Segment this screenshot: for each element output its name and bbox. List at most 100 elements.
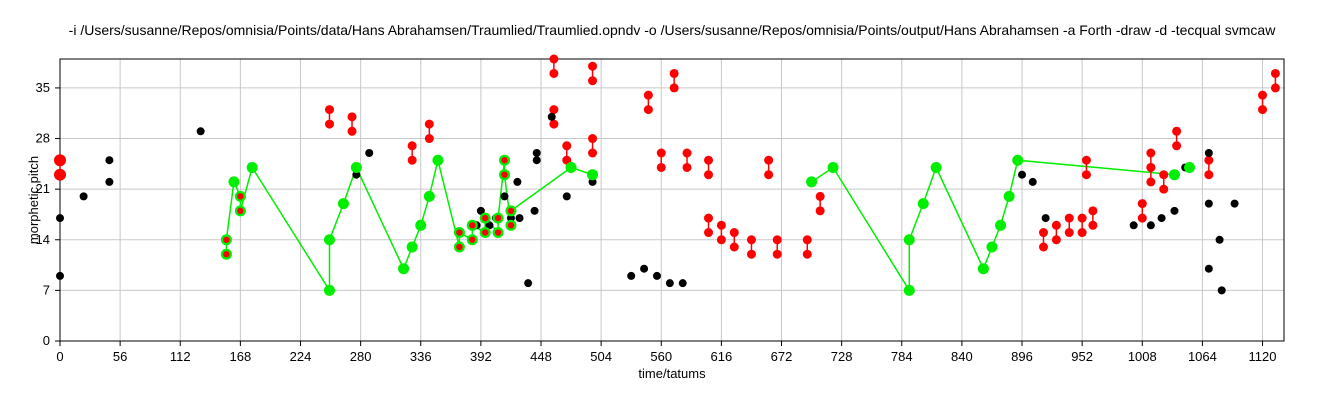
occurrence-point <box>324 105 334 115</box>
note-point <box>105 156 114 165</box>
note-point <box>1146 221 1155 230</box>
pattern-point <box>406 241 418 253</box>
occurrence-point <box>1172 126 1182 136</box>
occurrence-point <box>407 155 417 165</box>
y-tick-label: 7 <box>43 282 50 297</box>
pattern-point-occurrence-core <box>507 222 515 229</box>
x-tick-label: 504 <box>590 349 612 364</box>
note-point <box>1230 199 1239 208</box>
pattern-point <box>977 263 989 275</box>
occurrence-point <box>54 168 66 181</box>
occurrence-point <box>729 228 739 238</box>
note-point <box>476 206 485 215</box>
note-point <box>532 156 541 165</box>
note-point <box>678 279 687 288</box>
x-axis-label: time/tatums <box>638 366 706 381</box>
note-point <box>640 264 649 273</box>
note-point <box>352 170 361 179</box>
pattern-point <box>415 219 427 231</box>
x-tick-label: 672 <box>771 349 793 364</box>
occurrence-point <box>1146 162 1156 172</box>
occurrence-point <box>716 235 726 245</box>
occurrence-point <box>1159 184 1169 194</box>
occurrence-point <box>1077 213 1087 223</box>
occurrence-point <box>347 112 357 122</box>
occurrence-point <box>704 155 714 165</box>
note-point <box>1170 206 1179 215</box>
x-tick-label: 168 <box>230 349 252 364</box>
x-tick-label: 1064 <box>1188 349 1217 364</box>
occurrence-point <box>772 235 782 245</box>
note-point <box>588 177 597 186</box>
pattern-line <box>225 160 593 294</box>
note-point <box>365 149 374 157</box>
pattern-point <box>565 161 577 173</box>
plot-frame <box>59 58 1285 342</box>
pattern-point <box>1168 169 1180 181</box>
occurrence-point <box>424 134 434 144</box>
occurrence-point <box>764 170 774 180</box>
pattern-point-occurrence-core <box>223 236 230 243</box>
note-point <box>652 271 661 280</box>
y-axis-label: morphetic pitch <box>26 156 41 244</box>
occurrence-point <box>643 105 653 115</box>
occurrence-point <box>815 206 825 216</box>
x-tick-label: 448 <box>530 349 552 364</box>
x-tick-label: 224 <box>290 349 312 364</box>
x-tick-label: 616 <box>711 349 733 364</box>
x-tick-label: 280 <box>350 349 372 364</box>
occurrence-point <box>764 155 774 165</box>
occurrence-point <box>549 54 559 64</box>
occurrence-point <box>1051 235 1061 245</box>
occurrence-point <box>1077 228 1087 238</box>
y-tick-label: 14 <box>36 232 50 247</box>
pattern-line <box>811 159 1175 294</box>
x-tick-label: 896 <box>1011 349 1033 364</box>
pattern-point-occurrence-core <box>223 251 230 258</box>
occurrence-point <box>682 148 692 158</box>
occurrence-point <box>1081 170 1091 180</box>
occurrence-point <box>562 141 572 151</box>
y-tick-label: 21 <box>36 181 50 196</box>
pattern-point <box>986 241 998 253</box>
x-tick-label: 560 <box>650 349 672 364</box>
occurrence-point <box>1038 242 1048 252</box>
occurrence-point <box>324 119 334 129</box>
pattern-point <box>1012 154 1024 166</box>
note-point <box>1157 214 1166 223</box>
occurrence-point <box>1137 213 1147 223</box>
pattern-point <box>1184 161 1196 173</box>
pattern-point-occurrence-core <box>456 229 463 236</box>
note-point <box>562 192 571 201</box>
occurrence-markers <box>54 54 1280 259</box>
note-point <box>665 279 674 288</box>
occurrence-point <box>682 162 692 172</box>
x-tick-label: 1120 <box>1249 349 1277 364</box>
pattern-point <box>1003 190 1015 202</box>
x-tick-label: 952 <box>1071 349 1093 364</box>
note-markers <box>56 112 1239 295</box>
pattern-point-occurrence-core <box>501 171 508 178</box>
occurrence-point <box>716 220 726 230</box>
occurrence-point <box>54 154 66 167</box>
note-point <box>515 214 524 223</box>
occurrence-point <box>1258 90 1268 100</box>
occurrence-point <box>1137 199 1147 209</box>
occurrence-point <box>347 126 357 136</box>
note-point <box>1028 177 1037 186</box>
pattern-point <box>398 263 410 275</box>
pattern-point <box>995 219 1007 231</box>
occurrence-point <box>549 68 559 78</box>
occurrence-point <box>588 61 598 71</box>
pattern-point <box>423 190 435 202</box>
note-point <box>56 214 64 223</box>
x-tick-label: 840 <box>951 349 973 364</box>
occurrence-point <box>1270 68 1280 78</box>
note-point <box>1204 199 1213 208</box>
pattern-point <box>903 284 915 296</box>
occurrence-point <box>656 148 666 158</box>
x-tick-label: 728 <box>831 349 853 364</box>
occurrence-point <box>549 119 559 129</box>
x-tick-label: 0 <box>56 349 63 364</box>
